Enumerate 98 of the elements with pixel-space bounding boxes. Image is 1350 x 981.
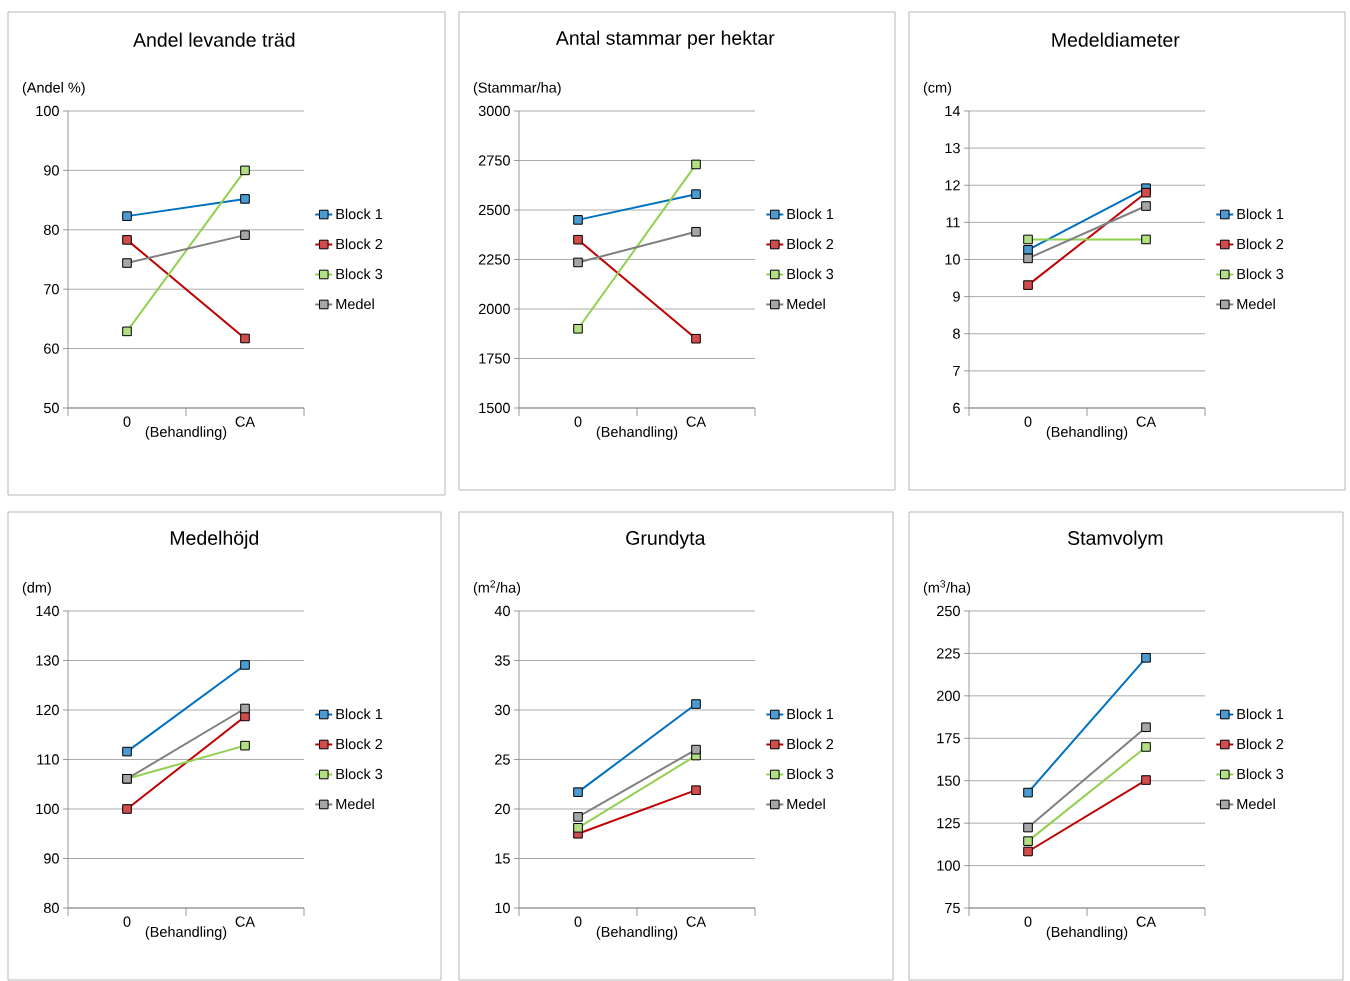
legend-label: Block 1	[1237, 208, 1284, 220]
x-tick-label: 0	[123, 416, 131, 427]
chart-title: Andel levande träd	[133, 32, 295, 47]
x-tick-label: 0	[123, 916, 131, 927]
y-tick-label: 125	[937, 818, 960, 829]
legend-label: Block 2	[1237, 738, 1284, 750]
legend-label: Block 3	[1237, 768, 1284, 780]
y-tick-label: 250	[937, 605, 960, 617]
y-tick-label: 35	[494, 655, 510, 666]
legend-label: Block 1	[787, 708, 834, 720]
legend-label: Medel	[787, 298, 825, 310]
legend-label: Block 1	[336, 708, 383, 720]
chart-title: Grundyta	[626, 530, 706, 549]
y-tick-label: 6	[953, 402, 960, 414]
x-tick-label: CA	[686, 916, 707, 927]
y-tick-label: 12	[945, 180, 960, 191]
y-axis-title: (dm)	[22, 582, 51, 596]
x-tick-label: CA	[1136, 916, 1157, 927]
y-tick-label: 90	[44, 165, 59, 176]
legend-label: Block 3	[336, 268, 383, 280]
y-axis-title: (Stammar/ha)	[473, 82, 561, 96]
y-tick-label: 2000	[478, 303, 510, 315]
y-tick-label: 200	[937, 690, 960, 701]
y-tick-label: 80	[43, 224, 59, 235]
y-tick-label: 20	[495, 803, 510, 815]
y-tick-label: 100	[36, 105, 59, 117]
chart-title: Medelhöjd	[170, 530, 259, 549]
legend-label: Medel	[336, 298, 374, 310]
x-axis-title: (Behandling)	[1046, 426, 1128, 440]
y-tick-label: 130	[36, 655, 59, 666]
x-axis-title: (Behandling)	[596, 926, 678, 940]
legend-label: Block 3	[1237, 268, 1284, 280]
y-axis-title: (m$^{3}$/ha)	[923, 580, 971, 596]
legend-label: Medel	[336, 798, 374, 810]
legend-label: Block 3	[787, 268, 834, 280]
legend-label: Block 1	[787, 208, 834, 220]
y-tick-label: 1500	[479, 402, 510, 414]
y-tick-label: 2250	[478, 254, 510, 265]
x-tick-label: 0	[574, 916, 582, 927]
y-tick-label: 10	[495, 902, 510, 914]
y-tick-label: 7	[953, 365, 960, 376]
legend-label: Block 2	[787, 238, 834, 250]
y-tick-label: 60	[44, 343, 59, 354]
x-tick-label: 0	[1024, 416, 1032, 427]
y-tick-label: 30	[494, 704, 510, 716]
y-tick-label: 8	[953, 328, 960, 339]
legend-label: Block 3	[336, 768, 383, 780]
y-tick-label: 100	[36, 803, 59, 815]
y-tick-label: 120	[36, 704, 59, 716]
legend-label: Block 1	[1237, 708, 1284, 720]
legend-label: Medel	[787, 798, 825, 810]
legend-label: Medel	[1237, 298, 1275, 310]
legend-label: Block 2	[787, 738, 834, 750]
x-tick-label: CA	[235, 916, 256, 927]
y-tick-label: 50	[43, 402, 59, 414]
x-tick-label: CA	[235, 416, 256, 427]
x-axis-title: (Behandling)	[145, 426, 227, 440]
y-tick-label: 150	[937, 775, 960, 786]
y-tick-label: 14	[945, 106, 961, 116]
x-axis-title: (Behandling)	[145, 926, 227, 940]
y-axis-title: (Andel %)	[22, 82, 85, 96]
y-tick-label: 1750	[479, 353, 510, 364]
y-tick-label: 225	[937, 648, 960, 659]
y-tick-label: 100	[937, 860, 960, 871]
y-tick-label: 90	[44, 853, 59, 864]
y-tick-label: 25	[495, 754, 510, 765]
legend-label: Block 2	[336, 738, 383, 750]
y-tick-label: 10	[945, 254, 960, 265]
y-tick-label: 140	[36, 605, 59, 617]
legend-label: Block 3	[787, 768, 834, 780]
y-tick-label: 3000	[478, 105, 510, 117]
y-tick-label: 70	[44, 284, 59, 295]
x-axis-title: (Behandling)	[596, 426, 678, 440]
y-axis-title: (m$^{2}$/ha)	[473, 580, 521, 596]
y-tick-label: 11	[946, 217, 960, 228]
y-tick-label: 9	[953, 291, 960, 302]
y-tick-label: 80	[43, 902, 59, 914]
legend-label: Medel	[1237, 798, 1275, 810]
legend-label: Block 1	[336, 208, 383, 220]
y-tick-label: 13	[945, 142, 960, 154]
chart-title: Stamvolym	[1068, 530, 1163, 549]
x-tick-label: CA	[1136, 416, 1157, 427]
y-tick-label: 15	[495, 853, 510, 864]
x-axis-title: (Behandling)	[1046, 926, 1128, 940]
y-tick-label: 110	[37, 754, 59, 765]
y-tick-label: 2500	[478, 204, 510, 216]
y-tick-label: 175	[937, 733, 960, 744]
chart-title: Medeldiameter	[1052, 32, 1180, 47]
y-tick-label: 75	[945, 902, 960, 914]
y-tick-label: 40	[494, 605, 510, 617]
x-tick-label: 0	[574, 416, 582, 427]
x-tick-label: CA	[686, 416, 707, 427]
legend-label: Block 2	[1237, 238, 1284, 250]
y-axis-title: (cm)	[923, 82, 952, 96]
y-tick-label: 2750	[478, 155, 510, 166]
legend-label: Block 2	[336, 238, 383, 250]
x-tick-label: 0	[1024, 916, 1032, 927]
chart-title: Antal stammar per hektar	[555, 30, 775, 49]
